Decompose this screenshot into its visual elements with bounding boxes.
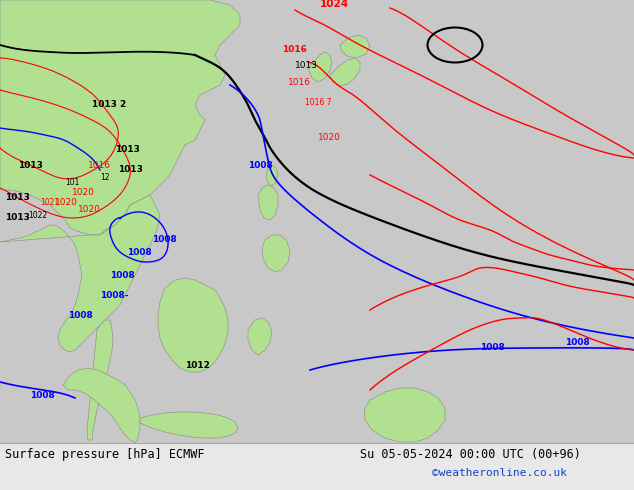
Polygon shape	[330, 58, 360, 86]
Polygon shape	[258, 185, 278, 220]
Text: 1013: 1013	[5, 193, 30, 202]
Polygon shape	[364, 388, 445, 442]
Text: 1012: 1012	[185, 361, 210, 370]
Text: 1008: 1008	[127, 248, 152, 257]
Polygon shape	[340, 35, 370, 58]
Text: 1013: 1013	[18, 161, 43, 170]
Polygon shape	[158, 278, 228, 372]
Text: 1013: 1013	[118, 165, 143, 174]
Text: 1021: 1021	[40, 198, 59, 207]
Text: 1008: 1008	[480, 343, 505, 352]
Text: Surface pressure [hPa] ECMWF: Surface pressure [hPa] ECMWF	[5, 448, 205, 461]
Text: 1020: 1020	[72, 188, 95, 197]
Polygon shape	[140, 412, 238, 438]
Text: 1008: 1008	[565, 338, 590, 347]
Text: 12: 12	[100, 173, 110, 182]
Bar	[0, 443, 634, 490]
Text: 1008: 1008	[30, 391, 55, 400]
Text: 1008: 1008	[248, 161, 273, 170]
Text: 1020: 1020	[55, 198, 78, 207]
Polygon shape	[262, 235, 290, 272]
Text: 1013: 1013	[5, 213, 30, 222]
Text: 1022: 1022	[28, 211, 47, 220]
Polygon shape	[63, 368, 140, 443]
Text: 1008: 1008	[68, 311, 93, 320]
Text: Su 05-05-2024 00:00 UTC (00+96): Su 05-05-2024 00:00 UTC (00+96)	[360, 448, 581, 461]
Polygon shape	[87, 320, 113, 440]
Text: 1013: 1013	[115, 145, 140, 154]
Text: 1024: 1024	[320, 0, 349, 9]
Text: 1016: 1016	[88, 161, 111, 170]
Polygon shape	[0, 195, 160, 352]
Text: ©weatheronline.co.uk: ©weatheronline.co.uk	[432, 468, 567, 478]
Text: 1020: 1020	[78, 205, 101, 214]
Polygon shape	[248, 318, 272, 355]
Text: 101: 101	[65, 178, 79, 187]
Text: 1020: 1020	[318, 133, 341, 142]
Text: 1016: 1016	[288, 78, 311, 87]
Text: 1008: 1008	[110, 271, 135, 280]
Text: 1013: 1013	[295, 61, 318, 70]
Text: 1016: 1016	[282, 45, 307, 54]
Polygon shape	[308, 52, 332, 82]
Text: 1016 7: 1016 7	[305, 98, 332, 107]
Text: 1008: 1008	[152, 235, 177, 244]
Polygon shape	[0, 0, 240, 235]
Polygon shape	[266, 165, 278, 186]
Text: 1013 2: 1013 2	[92, 100, 126, 109]
Text: 1008-: 1008-	[100, 291, 129, 300]
